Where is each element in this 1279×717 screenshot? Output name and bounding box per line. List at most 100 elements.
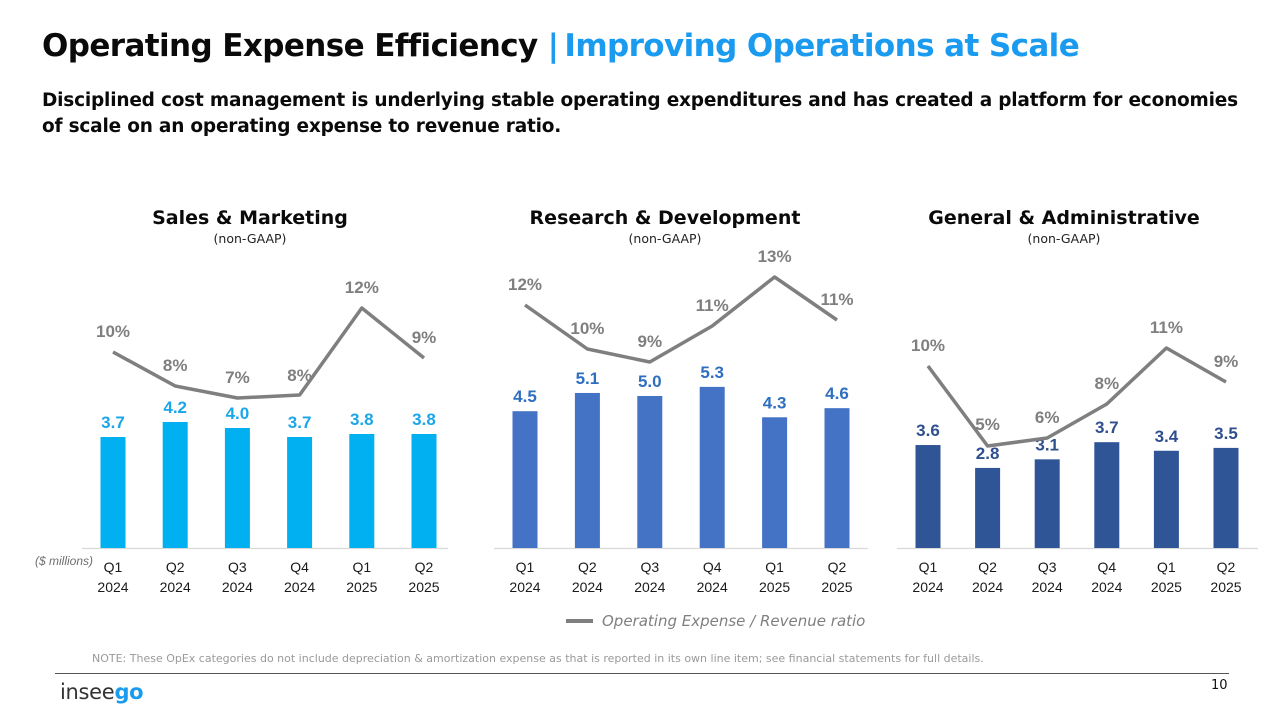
research-development-x-tick-year: 2025 — [759, 579, 790, 595]
logo-suffix: go — [114, 680, 144, 704]
legend-label: Operating Expense / Revenue ratio — [602, 612, 866, 630]
research-development-ratio-line — [523, 275, 838, 364]
sales-marketing-x-tick-quarter: Q1 — [352, 559, 371, 575]
sales-marketing-bar-value-label: 3.7 — [101, 413, 125, 432]
research-development-x-tick-year: 2024 — [697, 579, 728, 595]
general-admin-bar — [1213, 447, 1239, 548]
sales-marketing-bar-value-label: 4.2 — [163, 398, 187, 417]
research-development-bar-value-label: 5.0 — [638, 372, 662, 391]
research-development-bar — [637, 396, 663, 548]
general-admin-bar-value-label: 3.4 — [1155, 427, 1179, 446]
general-admin-ratio-label: 9% — [1214, 352, 1239, 371]
research-development-ratio-label: 13% — [758, 247, 792, 266]
general-admin-x-tick-year: 2024 — [972, 579, 1003, 595]
chart-legend: Operating Expense / Revenue ratio — [566, 612, 865, 630]
sales-marketing-ratio-label: 8% — [287, 366, 312, 385]
footnote: NOTE: These OpEx categories do not inclu… — [92, 652, 984, 665]
research-development-ratio-label: 12% — [508, 275, 542, 294]
research-development-bar — [824, 408, 850, 548]
sales-marketing-bar — [411, 434, 437, 548]
page-title-main: Operating Expense Efficiency — [42, 28, 538, 64]
general-admin-bar-value-label: 3.6 — [916, 421, 940, 440]
sales-marketing-bar — [224, 428, 250, 548]
sales-marketing-x-tick-quarter: Q2 — [415, 559, 434, 575]
general-admin-x-tick-quarter: Q2 — [978, 559, 997, 575]
general-admin-x-tick-year: 2025 — [1210, 579, 1241, 595]
sales-marketing-bar-value-label: 4.0 — [226, 404, 250, 423]
general-admin-ratio-line — [926, 346, 1227, 448]
research-development-x-tick-quarter: Q3 — [640, 559, 659, 575]
logo-prefix: insee — [60, 680, 115, 704]
research-development-bar-value-label: 4.6 — [825, 384, 849, 403]
sales-marketing-bar-value-label: 3.8 — [350, 410, 374, 429]
sales-marketing-ratio-line — [112, 306, 426, 400]
research-development-x-tick-year: 2024 — [634, 579, 665, 595]
sales-marketing-bar — [349, 434, 375, 548]
sales-marketing-ratio-label: 10% — [96, 322, 130, 341]
general-admin-ratio-label: 10% — [911, 336, 945, 355]
sales-marketing-chart-title: Sales & Marketing — [152, 207, 348, 229]
research-development-ratio-label: 10% — [570, 319, 604, 338]
research-development-bar — [512, 411, 538, 548]
sales-marketing-chart-subtitle: (non-GAAP) — [214, 231, 287, 246]
legend-line-swatch — [566, 619, 593, 623]
general-admin-bar — [915, 445, 941, 548]
unit-label: ($ millions) — [35, 554, 94, 568]
general-admin-ratio-label: 8% — [1095, 374, 1120, 393]
sales-marketing-ratio-label: 7% — [225, 368, 250, 387]
research-development-x-tick-quarter: Q2 — [578, 559, 597, 575]
research-development-chart-subtitle: (non-GAAP) — [629, 231, 702, 246]
research-development-x-tick-year: 2025 — [821, 579, 852, 595]
general-admin-x-tick-quarter: Q4 — [1097, 559, 1116, 575]
sales-marketing-bar-value-label: 3.7 — [288, 413, 312, 432]
research-development-ratio-label: 11% — [696, 296, 729, 315]
research-development-bar — [762, 417, 788, 548]
sales-marketing-x-tick-year: 2024 — [97, 579, 128, 595]
sales-marketing-x-tick-quarter: Q2 — [166, 559, 185, 575]
sales-marketing-x-tick-year: 2024 — [160, 579, 191, 595]
sales-marketing-x-tick-year: 2024 — [284, 579, 315, 595]
sales-marketing-x-tick-year: 2025 — [346, 579, 377, 595]
general-admin-x-tick-year: 2025 — [1151, 579, 1182, 595]
research-development-ratio-label: 11% — [820, 290, 853, 309]
general-admin-chart-subtitle: (non-GAAP) — [1028, 231, 1101, 246]
sales-marketing-x-tick-quarter: Q1 — [104, 559, 123, 575]
page-title: Operating Expense Efficiency | Improving O… — [42, 28, 1080, 64]
research-development-x-tick-year: 2024 — [509, 579, 540, 595]
general-admin-bar — [1034, 459, 1060, 548]
general-admin-bar — [1094, 442, 1120, 548]
footer-divider — [55, 673, 1229, 674]
research-development-ratio-label: 9% — [638, 332, 663, 351]
general-admin-x-tick-year: 2024 — [1032, 579, 1063, 595]
general-admin-ratio-label: 11% — [1150, 318, 1183, 337]
sales-marketing-x-tick-year: 2025 — [408, 579, 439, 595]
page-subtitle: Disciplined cost management is underlyin… — [42, 90, 1238, 137]
sales-marketing-x-tick-quarter: Q3 — [228, 559, 247, 575]
general-admin-x-tick-quarter: Q1 — [919, 559, 938, 575]
research-development-bar-value-label: 4.3 — [763, 393, 787, 412]
research-development-bar — [574, 392, 600, 548]
general-admin-ratio-label: 6% — [1035, 408, 1060, 427]
research-development-bar-value-label: 5.3 — [700, 363, 724, 382]
page-title-accent: Improving Operations at Scale — [564, 28, 1080, 64]
title-separator: | — [547, 28, 559, 64]
sales-marketing-bar — [287, 437, 313, 548]
sales-marketing-bar — [100, 437, 126, 548]
general-admin-x-tick-quarter: Q2 — [1217, 559, 1236, 575]
research-development-bar — [699, 386, 725, 548]
page-number: 10 — [1211, 678, 1228, 693]
sales-marketing-x-tick-quarter: Q4 — [290, 559, 309, 575]
sales-marketing-bar — [162, 422, 188, 548]
general-admin-bar — [975, 467, 1001, 548]
research-development-bar-value-label: 5.1 — [576, 369, 600, 388]
company-logo: inseego — [60, 680, 144, 704]
general-admin-ratio-label: 5% — [975, 415, 1000, 434]
general-admin-bar-value-label: 3.7 — [1095, 418, 1119, 437]
research-development-bar-value-label: 4.5 — [513, 387, 537, 406]
research-development-x-tick-quarter: Q2 — [828, 559, 847, 575]
research-development-x-tick-quarter: Q1 — [516, 559, 535, 575]
sales-marketing-ratio-label: 12% — [345, 278, 379, 297]
sales-marketing-ratio-label: 9% — [412, 328, 437, 347]
sales-marketing-ratio-label: 8% — [163, 356, 188, 375]
